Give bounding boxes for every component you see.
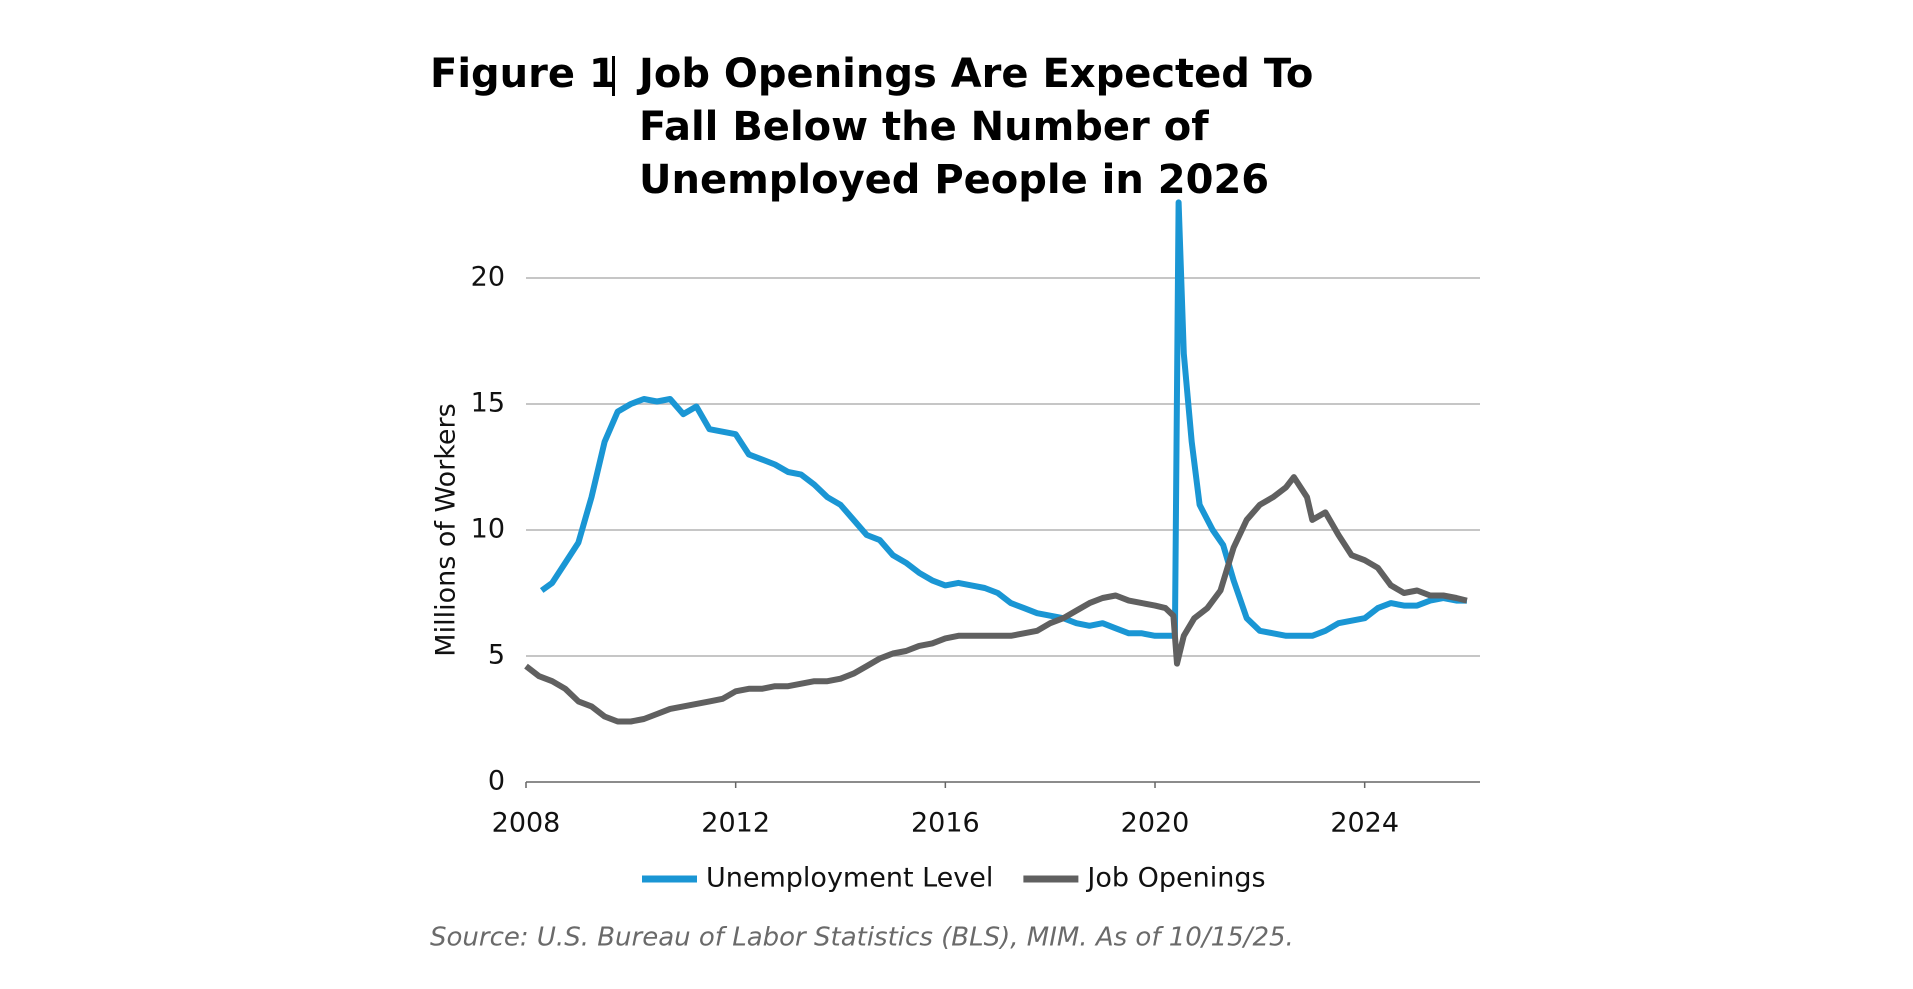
y-axis-label: Millions of Workers (431, 403, 462, 656)
x-tick-label: 2016 (911, 808, 980, 839)
chart-title: Job Openings Are Expected To Fall Below … (639, 51, 1314, 203)
figure-label: Figure 1 (430, 51, 617, 97)
y-tick-label: 20 (471, 262, 505, 293)
series-line (539, 199, 1467, 639)
legend-label: Unemployment Level (706, 863, 993, 894)
y-tick-label: 10 (471, 514, 505, 545)
x-tick-label: 2008 (492, 808, 561, 839)
series-line (524, 474, 1468, 725)
x-tick-label: 2024 (1330, 808, 1399, 839)
y-tick-label: 0 (488, 766, 505, 797)
y-tick-label: 15 (471, 388, 505, 419)
x-tick-label: 2020 (1121, 808, 1190, 839)
y-tick-label: 5 (488, 640, 505, 671)
x-tick-label: 2012 (701, 808, 770, 839)
source-note: Source: U.S. Bureau of Labor Statistics … (430, 923, 1294, 953)
title-separator (612, 56, 615, 96)
legend-label: Job Openings (1085, 863, 1265, 894)
